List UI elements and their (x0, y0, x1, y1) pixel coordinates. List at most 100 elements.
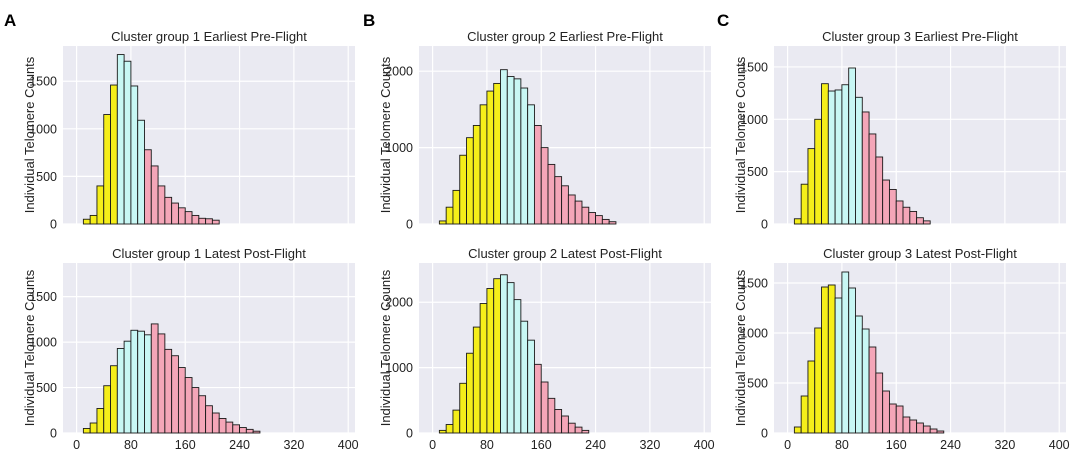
histogram-bar (922, 425, 931, 434)
histogram-bar (554, 409, 563, 434)
histogram-bar (198, 395, 207, 434)
histogram-bar (205, 218, 213, 225)
histogram-panel-5: 0 80 160 240 320 400 0 1000 2000 Cluster group 2 … (378, 246, 715, 452)
histogram-panel-6: 0 80 160 240 320 400 0 500 1000 1500 Cluster group… (733, 246, 1070, 452)
y-tick-label: 0 (406, 218, 413, 232)
y-axis-label: Individual Telomere Counts (378, 56, 393, 213)
histogram-bar (486, 90, 495, 225)
y-axis-label: Individual Telomere Counts (22, 56, 37, 213)
histogram-bar (252, 430, 261, 434)
panel-title: Cluster group 2 Earliest Pre-Flight (467, 29, 663, 44)
histogram-bar (438, 220, 447, 225)
histogram-bar (855, 315, 863, 434)
histogram-bar (445, 424, 454, 434)
x-tick-label: 0 (429, 438, 436, 452)
histogram-bar (868, 133, 877, 225)
y-tick-label: 0 (50, 218, 57, 232)
histogram-bar (861, 328, 870, 434)
histogram-bar (520, 87, 529, 225)
histogram-bar (841, 84, 850, 225)
histogram-bar (137, 330, 145, 434)
histogram-bar (137, 119, 145, 225)
y-tick-label: 2000 (385, 65, 413, 79)
histogram-bar (459, 154, 467, 225)
x-tick-label: 160 (886, 438, 907, 452)
y-tick-label: 1000 (385, 361, 413, 375)
y-tick-label: 2000 (385, 296, 413, 310)
y-axis-label: Individual Telomere Counts (22, 269, 37, 426)
histogram-bar (561, 185, 569, 225)
histogram-bar (588, 212, 597, 225)
histogram-bar (96, 408, 105, 434)
histogram-bar (164, 348, 173, 434)
histogram-panel-3: 0 500 1000 1500 Cluster group 3 Earliest Pre… (733, 29, 1066, 232)
histogram-bar (929, 428, 938, 434)
x-tick-label: 400 (338, 438, 359, 452)
x-tick-label: 80 (480, 438, 494, 452)
histogram-bar (868, 346, 877, 434)
histogram-bar (130, 85, 139, 225)
histogram-bar (123, 60, 132, 225)
histogram-bar (466, 137, 474, 225)
histogram-bar (814, 327, 822, 434)
y-tick-label: 1500 (740, 60, 768, 74)
histogram-bar (191, 214, 200, 225)
histogram-bar (500, 69, 508, 225)
histogram-bar (533, 363, 542, 434)
histogram-bar (452, 409, 461, 434)
histogram-bar (533, 125, 542, 225)
histogram-bar (123, 340, 132, 434)
histogram-bar (875, 156, 884, 225)
x-tick-label: 240 (229, 438, 250, 452)
histogram-bar (144, 334, 152, 434)
histogram-bar (438, 429, 447, 434)
histogram-bar (807, 360, 816, 434)
histogram-bar (916, 422, 924, 434)
histogram-bar (493, 278, 501, 434)
y-axis-label: Individual Telomere Counts (733, 56, 748, 213)
histogram-bar (82, 218, 91, 225)
histogram-bar (848, 67, 856, 225)
y-tick-label: 1500 (740, 277, 768, 291)
histogram-bar (520, 320, 529, 434)
histogram-bar (506, 76, 515, 225)
histogram-bar (486, 288, 495, 434)
histogram-bar (225, 421, 234, 434)
histogram-bar (466, 352, 474, 434)
histogram-bar (211, 219, 220, 225)
panel-title: Cluster group 3 Latest Post-Flight (823, 246, 1017, 261)
histogram-bar (567, 422, 576, 434)
histogram-bar (848, 287, 856, 434)
histogram-bar (882, 179, 890, 225)
histogram-bar (827, 90, 836, 225)
histogram-bar (922, 220, 931, 225)
histogram-bar (581, 206, 590, 225)
histogram-bar (888, 188, 897, 225)
histogram-bar (479, 104, 488, 225)
histogram-bar (936, 430, 945, 434)
histogram-bar (110, 365, 118, 434)
panel-letter-c: C (717, 11, 729, 30)
histogram-bar (574, 426, 583, 434)
histogram-bar (595, 215, 603, 225)
x-tick-label: 160 (531, 438, 552, 452)
y-tick-label: 1500 (29, 290, 57, 304)
panel-title: Cluster group 1 Earliest Pre-Flight (111, 29, 307, 44)
histogram-bar (561, 415, 569, 434)
histogram-bar (888, 403, 897, 434)
y-tick-label: 1000 (29, 122, 57, 136)
histogram-bar (547, 163, 556, 225)
histogram-bar (540, 147, 549, 225)
histogram-bar (144, 149, 152, 225)
histogram-bar (814, 118, 822, 225)
histogram-bar (116, 348, 125, 434)
x-tick-label: 400 (1049, 438, 1070, 452)
y-tick-label: 1000 (29, 336, 57, 350)
histogram-bar (500, 274, 508, 434)
histogram-bar (218, 418, 227, 434)
x-tick-label: 80 (835, 438, 849, 452)
y-tick-label: 500 (36, 381, 57, 395)
y-tick-label: 0 (50, 427, 57, 441)
